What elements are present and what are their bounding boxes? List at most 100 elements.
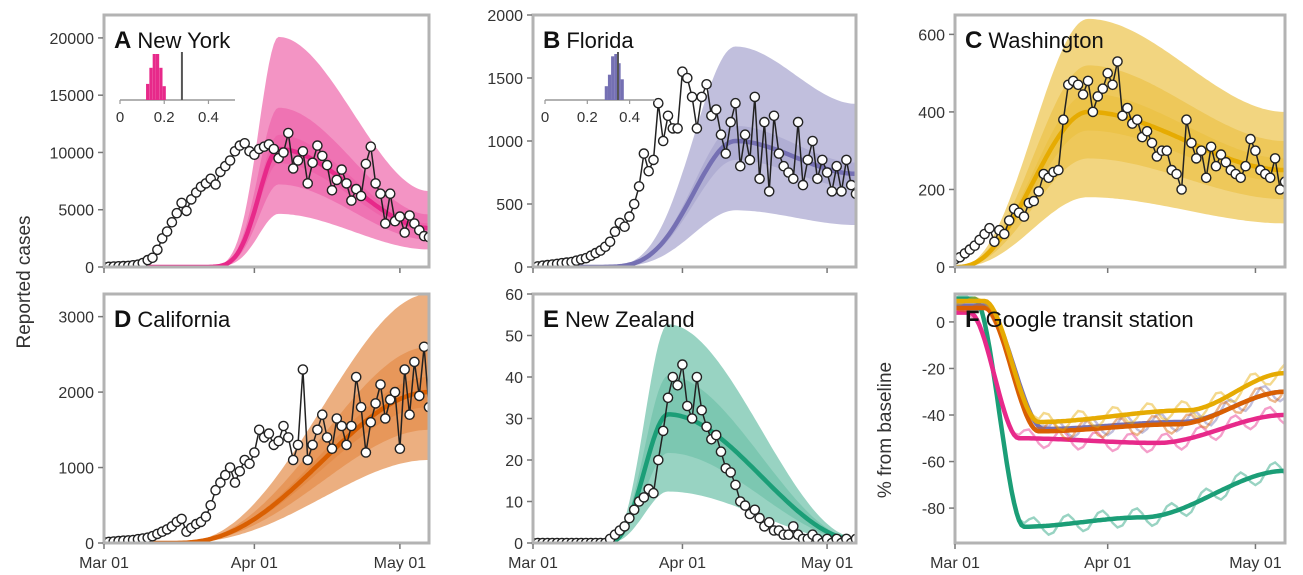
panel-c-name: Washington xyxy=(988,28,1103,53)
panel-b-y-tick-label: 1000 xyxy=(487,134,523,151)
panel-b-obs-point xyxy=(624,211,635,222)
panel-a-y-tick-label: 10000 xyxy=(50,145,95,162)
panel-b-obs-point xyxy=(720,148,732,159)
panel-e-obs-point xyxy=(662,392,674,404)
panel-c-obs-point xyxy=(1284,195,1285,200)
panel-a-inset-bar xyxy=(152,54,156,100)
panel-d-obs-point xyxy=(321,432,333,443)
panel-e-obs-point xyxy=(653,454,664,466)
panel-a-obs-point xyxy=(384,188,396,199)
panel-d-obs-point xyxy=(307,439,318,451)
panel-a-inset-bar xyxy=(159,67,163,100)
panel-c-obs-point xyxy=(1122,102,1133,114)
panel-a-inset-bar xyxy=(162,86,166,100)
panel-d-obs-point xyxy=(428,435,429,440)
panel-d-obs-point xyxy=(219,469,231,481)
panel-d-obs-point xyxy=(253,424,265,436)
panel-a-obs-point xyxy=(365,141,377,152)
panel-a-inset-bar xyxy=(146,83,150,100)
panel-e-y-tick-label: 50 xyxy=(505,329,523,346)
panel-d-obs-point xyxy=(312,424,323,436)
panel-b-obs-point xyxy=(836,186,847,197)
panel-d-obs-point xyxy=(302,454,314,466)
panel-b-inset-tick-label: 0.4 xyxy=(619,109,640,126)
panel-b-obs-point xyxy=(682,72,693,84)
panel-e-obs-point xyxy=(686,413,698,424)
panel-a-obs-point xyxy=(375,188,386,199)
panel-b-band-1 xyxy=(586,125,856,267)
panel-c-obs-point xyxy=(1196,145,1207,156)
panel-b-obs-point xyxy=(773,148,785,159)
panel-a-title: A New York xyxy=(114,27,231,54)
panel-f-y-tick-label: -40 xyxy=(922,408,945,425)
panel-a-obs-point xyxy=(346,195,357,206)
panel-b-obs-point xyxy=(653,97,664,109)
panel-d-y-tick-label: 3000 xyxy=(58,310,94,327)
panel-c-obs-point xyxy=(1112,56,1123,67)
panel-f-x-tick-label: May 01 xyxy=(1229,555,1282,572)
panel-f-y-tick-label: -60 xyxy=(922,455,945,472)
panel-e-x-tick-label: Mar 01 xyxy=(508,555,558,572)
panel-e-obs-point xyxy=(628,504,640,516)
panel-b-obs-point xyxy=(710,104,722,115)
panel-e-y-tick-label: 40 xyxy=(505,370,523,387)
panel-d-frame xyxy=(102,292,431,545)
panel-c-title: C Washington xyxy=(965,27,1104,54)
panel-d-obs-point xyxy=(399,364,411,375)
panel-c: 0 200 400 600 C Washington xyxy=(918,13,1287,277)
panel-c-obs-point xyxy=(1245,133,1256,145)
panel-c-obs-point xyxy=(1210,160,1222,172)
panel-e-obs-point xyxy=(677,359,688,370)
panel-c-obs-point xyxy=(1176,184,1187,195)
panel-d-obs-point xyxy=(360,447,372,458)
panel-d-obs-point xyxy=(379,413,391,424)
panel-d-obs-point xyxy=(346,420,357,432)
panel-b-obs-point xyxy=(749,91,761,103)
panel-a-obs-point xyxy=(316,150,328,162)
panel-a-obs-point xyxy=(379,218,391,229)
panel-c-obs-point xyxy=(1028,195,1040,207)
panel-b-inset-bar xyxy=(607,74,612,100)
panel-b-obs-point xyxy=(672,123,683,134)
panel-b-obs-point xyxy=(812,173,823,185)
panel-a-obs-point xyxy=(331,174,343,186)
panel-e-y-tick-label: 10 xyxy=(505,495,523,512)
panel-a-inset: 0 0.2 0.4 xyxy=(116,52,235,126)
panel-a-obs-point xyxy=(404,210,415,221)
panel-d-obs-point xyxy=(404,409,415,421)
panel-b-obs-point xyxy=(744,154,756,166)
panel-c-obs-point xyxy=(999,228,1010,240)
panel-a-obs-point xyxy=(355,190,367,202)
panel-d-name: California xyxy=(137,307,231,332)
panel-b-y-tick-label: 1500 xyxy=(487,71,523,88)
panel-e-obs-point xyxy=(739,500,751,511)
panel-c-obs-point xyxy=(1181,114,1192,125)
panel-d-x-tick-label: Mar 01 xyxy=(79,555,129,572)
panel-d-obs-point xyxy=(316,409,328,421)
panel-a: 0 5000 10000 15000 20000 A New York 0 0.2 0.4 xyxy=(50,13,431,277)
panel-b-obs-point xyxy=(739,129,751,140)
panel-a-inset-bar xyxy=(149,67,153,100)
panel-a-obs-point xyxy=(297,145,309,157)
panel-d-obs-point xyxy=(413,390,425,402)
y-axis-title-percent-from-baseline: % from baseline xyxy=(875,362,896,498)
panel-c-obs-point xyxy=(1087,106,1099,118)
panel-d-obs-point xyxy=(355,401,367,413)
panel-a-obs-point xyxy=(360,158,372,170)
panel-a-obs-point xyxy=(210,179,221,190)
panel-b-obs-point xyxy=(763,186,775,197)
panel-d-obs-point xyxy=(394,443,406,455)
panel-a-name: New York xyxy=(137,28,231,53)
panel-e-y-tick-label: 60 xyxy=(505,287,523,304)
panel-e: 0 10 20 30 40 50 60 Mar 01 Apr 01 May 01 E New Zeal… xyxy=(505,287,858,572)
panel-e-band-1 xyxy=(605,375,856,543)
panel-f-smooth-series xyxy=(955,310,1285,446)
panel-d-obs-point xyxy=(244,458,255,470)
panel-e-obs-point xyxy=(855,540,856,543)
panel-b-obs-point xyxy=(821,167,833,178)
panel-d-y-tick-label: 2000 xyxy=(58,385,94,402)
panel-b-inset-bar xyxy=(611,56,615,100)
panel-e-obs-point xyxy=(667,371,679,383)
panel-b-inset-bar xyxy=(617,63,621,100)
